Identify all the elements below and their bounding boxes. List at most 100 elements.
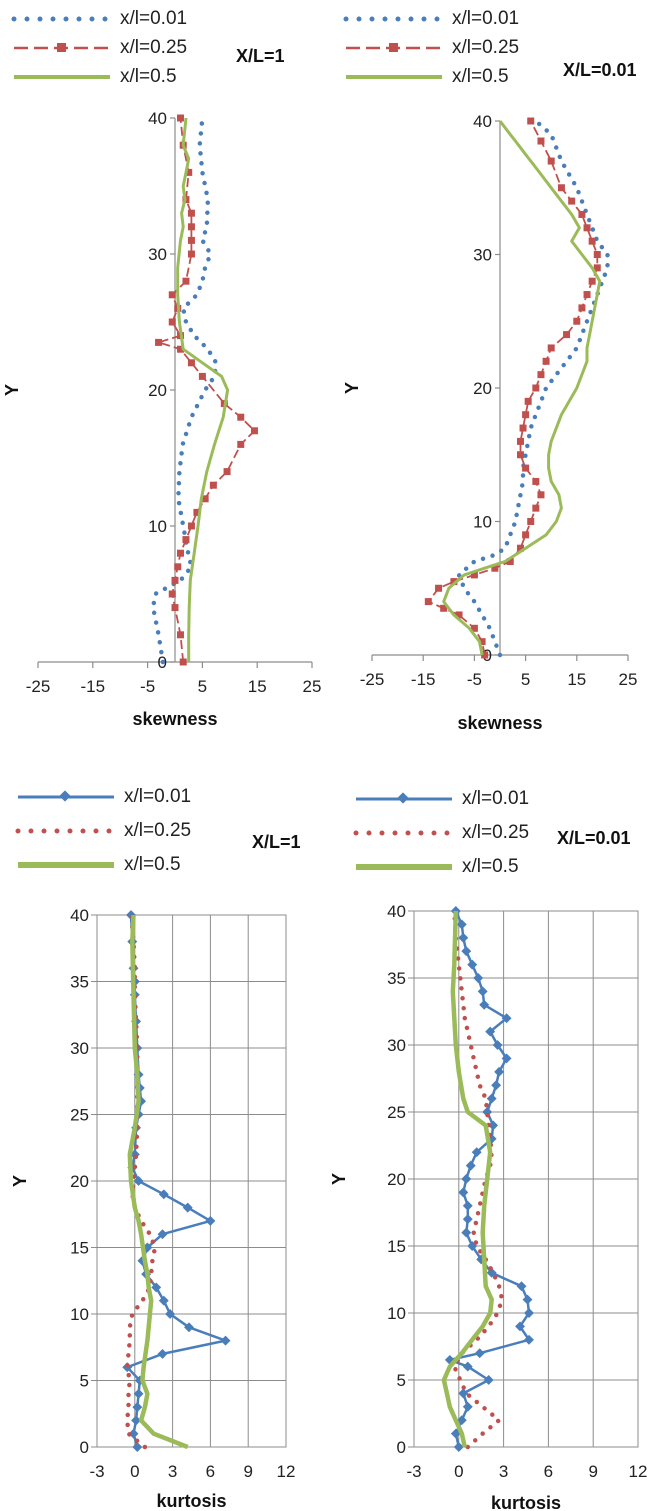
data-marker bbox=[488, 1120, 499, 1131]
panel-tag: X/L=1 bbox=[236, 46, 285, 66]
data-marker bbox=[209, 481, 217, 489]
legend-label: x/l=0.25 bbox=[124, 820, 192, 841]
x-axis-title: kurtosis bbox=[156, 1491, 226, 1511]
legend-swatch bbox=[15, 828, 117, 834]
legend-swatch bbox=[353, 830, 455, 836]
data-marker bbox=[474, 1348, 485, 1359]
data-marker bbox=[455, 611, 463, 619]
legend: x/l=0.01 x/l=0.25 x/l=0.5 bbox=[14, 780, 191, 882]
data-marker bbox=[176, 549, 184, 557]
data-marker bbox=[506, 558, 514, 566]
x-tick-label: -25 bbox=[26, 677, 51, 696]
legend: x/l=0.01 x/l=0.25 x/l=0.5 bbox=[352, 782, 529, 884]
data-marker bbox=[176, 631, 184, 639]
legend-swatch bbox=[346, 74, 442, 79]
data-marker bbox=[563, 331, 571, 339]
data-marker bbox=[494, 1066, 505, 1077]
data-marker bbox=[524, 1334, 534, 1345]
legend-label: x/l=0.01 bbox=[462, 788, 530, 809]
data-marker bbox=[522, 1294, 533, 1305]
data-marker bbox=[547, 157, 555, 165]
data-marker bbox=[542, 357, 550, 365]
x-tick-label: -3 bbox=[406, 1462, 421, 1481]
data-marker bbox=[537, 137, 545, 145]
y-tick-label: 30 bbox=[473, 246, 492, 265]
data-marker bbox=[182, 1202, 193, 1213]
series-line bbox=[127, 914, 189, 1450]
data-marker bbox=[193, 508, 201, 516]
legend-item: x/l=0.01 bbox=[14, 780, 191, 814]
data-marker bbox=[184, 1322, 194, 1333]
data-marker bbox=[593, 251, 601, 258]
data-marker bbox=[557, 184, 565, 192]
data-marker bbox=[522, 411, 530, 419]
legend-label: x/l=0.5 bbox=[120, 65, 177, 87]
x-tick-label: 25 bbox=[619, 670, 638, 689]
data-marker bbox=[187, 522, 195, 530]
data-marker bbox=[501, 1013, 512, 1024]
data-marker bbox=[537, 371, 545, 379]
y-tick-label: 40 bbox=[148, 109, 167, 128]
y-tick-label: 40 bbox=[473, 112, 492, 131]
data-marker bbox=[220, 1335, 231, 1346]
series-line bbox=[157, 117, 256, 663]
data-marker bbox=[483, 1375, 494, 1385]
data-marker bbox=[578, 210, 586, 218]
data-marker bbox=[237, 440, 245, 448]
y-tick-label: 25 bbox=[70, 1106, 89, 1125]
data-marker bbox=[187, 359, 195, 367]
data-marker bbox=[155, 338, 163, 346]
legend-swatch bbox=[14, 74, 110, 79]
data-marker bbox=[440, 604, 448, 612]
data-marker bbox=[593, 264, 601, 272]
series-line bbox=[441, 910, 494, 1448]
legend-item: x/l=0.5 bbox=[14, 848, 191, 882]
data-marker bbox=[450, 578, 458, 586]
data-marker bbox=[168, 318, 176, 326]
legend-swatch bbox=[356, 864, 452, 870]
legend: x/l=0.01 x/l=0.25 x/l=0.5 bbox=[10, 4, 187, 91]
y-tick-label: 0 bbox=[397, 1438, 406, 1457]
data-marker bbox=[532, 477, 540, 485]
panel-tag: X/L=0.01 bbox=[557, 828, 631, 848]
legend-item: x/l=0.01 bbox=[342, 4, 519, 33]
y-tick-label: 10 bbox=[387, 1304, 406, 1323]
data-marker bbox=[462, 1214, 473, 1225]
y-tick-label: 20 bbox=[70, 1172, 89, 1191]
data-marker bbox=[187, 209, 195, 217]
legend-swatch bbox=[18, 790, 114, 802]
x-tick-label: 25 bbox=[303, 677, 322, 696]
data-marker bbox=[458, 1388, 469, 1399]
legend-item: x/l=0.5 bbox=[352, 850, 529, 884]
x-tick-label: 0 bbox=[454, 1462, 463, 1481]
data-marker bbox=[435, 584, 443, 592]
legend-label: x/l=0.5 bbox=[462, 856, 519, 877]
y-axis-title: Y bbox=[10, 1175, 30, 1187]
y-tick-label: 10 bbox=[473, 513, 492, 532]
data-marker bbox=[458, 1187, 469, 1198]
y-tick-label: 25 bbox=[387, 1103, 406, 1122]
y-tick-label: 30 bbox=[148, 245, 167, 264]
y-tick-label: 20 bbox=[387, 1170, 406, 1189]
legend-item: x/l=0.5 bbox=[10, 62, 187, 91]
y-tick-label: 20 bbox=[473, 379, 492, 398]
data-marker bbox=[187, 236, 195, 244]
y-tick-label: 0 bbox=[80, 1438, 89, 1457]
data-marker bbox=[470, 624, 478, 632]
series-line bbox=[150, 115, 219, 665]
data-marker bbox=[131, 1415, 142, 1426]
data-marker bbox=[461, 1174, 472, 1184]
data-marker bbox=[481, 651, 489, 659]
y-tick-label: 30 bbox=[70, 1039, 89, 1058]
x-tick-label: 15 bbox=[248, 677, 267, 696]
x-tick-label: -5 bbox=[140, 677, 155, 696]
data-marker bbox=[537, 491, 545, 499]
x-tick-label: 6 bbox=[544, 1462, 553, 1481]
data-marker bbox=[158, 1189, 169, 1200]
y-tick-label: 5 bbox=[397, 1371, 406, 1390]
data-marker bbox=[516, 1281, 527, 1292]
data-marker bbox=[470, 571, 478, 579]
data-marker bbox=[527, 117, 535, 125]
